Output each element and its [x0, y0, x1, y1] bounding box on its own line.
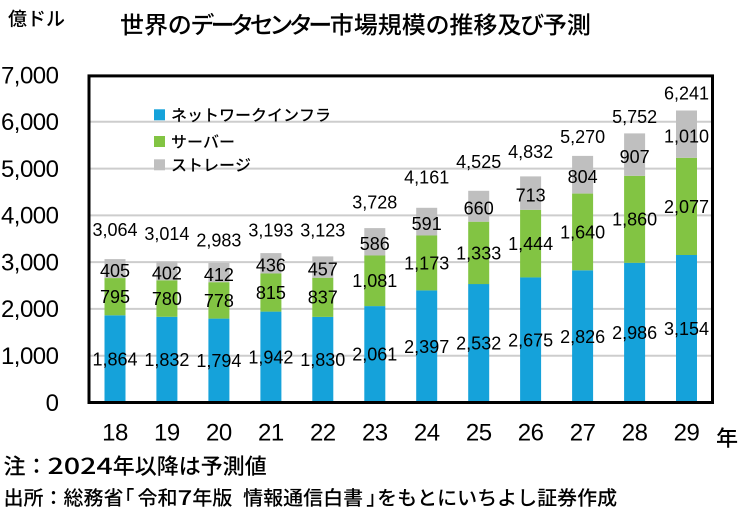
- svg-text:1,640: 1,640: [560, 222, 605, 242]
- svg-text:815: 815: [256, 283, 286, 303]
- svg-text:1,010: 1,010: [664, 127, 709, 147]
- svg-text:2,983: 2,983: [196, 230, 241, 250]
- svg-text:3,064: 3,064: [92, 220, 137, 240]
- svg-text:837: 837: [308, 288, 338, 308]
- svg-text:4,161: 4,161: [404, 168, 449, 188]
- svg-text:1,832: 1,832: [144, 350, 189, 370]
- svg-text:591: 591: [412, 214, 442, 234]
- svg-text:1,860: 1,860: [612, 210, 657, 230]
- svg-text:28: 28: [622, 420, 648, 447]
- svg-text:2,000: 2,000: [1, 296, 59, 323]
- svg-text:22: 22: [310, 420, 336, 447]
- svg-text:1,864: 1,864: [92, 349, 137, 369]
- svg-text:402: 402: [152, 263, 182, 283]
- svg-text:3,728: 3,728: [352, 193, 397, 213]
- svg-text:1,794: 1,794: [196, 351, 241, 371]
- svg-text:780: 780: [152, 289, 182, 309]
- svg-text:907: 907: [620, 147, 650, 167]
- svg-text:23: 23: [362, 420, 388, 447]
- svg-text:4,832: 4,832: [508, 142, 553, 162]
- svg-text:6,000: 6,000: [1, 109, 59, 136]
- svg-text:21: 21: [258, 420, 284, 447]
- svg-text:3,193: 3,193: [248, 221, 293, 241]
- svg-text:1,830: 1,830: [300, 350, 345, 370]
- svg-text:18: 18: [102, 420, 128, 447]
- svg-text:20: 20: [206, 420, 232, 447]
- svg-text:2,532: 2,532: [456, 334, 501, 354]
- svg-text:1,942: 1,942: [248, 348, 293, 368]
- svg-text:1,000: 1,000: [1, 343, 59, 370]
- svg-text:1,333: 1,333: [456, 243, 501, 263]
- svg-text:3,014: 3,014: [144, 224, 189, 244]
- svg-text:457: 457: [308, 259, 338, 279]
- svg-text:405: 405: [100, 261, 130, 281]
- svg-text:436: 436: [256, 256, 286, 276]
- svg-text:2,675: 2,675: [508, 330, 553, 350]
- svg-text:713: 713: [516, 186, 546, 206]
- svg-text:1,444: 1,444: [508, 234, 553, 254]
- svg-text:1,173: 1,173: [404, 253, 449, 273]
- svg-text:1,081: 1,081: [352, 271, 397, 291]
- svg-text:804: 804: [568, 167, 598, 187]
- svg-text:5,000: 5,000: [1, 156, 59, 183]
- svg-text:778: 778: [204, 291, 234, 311]
- svg-text:29: 29: [674, 420, 700, 447]
- svg-text:7,000: 7,000: [1, 62, 59, 89]
- svg-text:2,061: 2,061: [352, 345, 397, 365]
- svg-text:3,154: 3,154: [664, 319, 709, 339]
- svg-text:24: 24: [414, 420, 440, 447]
- svg-text:412: 412: [204, 265, 234, 285]
- svg-text:2,397: 2,397: [404, 337, 449, 357]
- svg-text:660: 660: [464, 199, 494, 219]
- svg-text:2,986: 2,986: [612, 323, 657, 343]
- svg-text:795: 795: [100, 287, 130, 307]
- svg-text:3,123: 3,123: [300, 221, 345, 241]
- svg-text:4,000: 4,000: [1, 203, 59, 230]
- svg-text:25: 25: [466, 420, 492, 447]
- svg-text:2,826: 2,826: [560, 327, 605, 347]
- svg-text:3,000: 3,000: [1, 249, 59, 276]
- svg-text:26: 26: [518, 420, 544, 447]
- svg-text:5,752: 5,752: [612, 107, 657, 127]
- svg-text:6,241: 6,241: [664, 84, 709, 104]
- svg-text:586: 586: [360, 234, 390, 254]
- svg-text:27: 27: [570, 420, 596, 447]
- svg-text:2,077: 2,077: [664, 197, 709, 217]
- svg-text:4,525: 4,525: [456, 152, 501, 172]
- svg-text:19: 19: [154, 420, 180, 447]
- svg-text:0: 0: [46, 390, 59, 417]
- svg-text:5,270: 5,270: [560, 127, 605, 147]
